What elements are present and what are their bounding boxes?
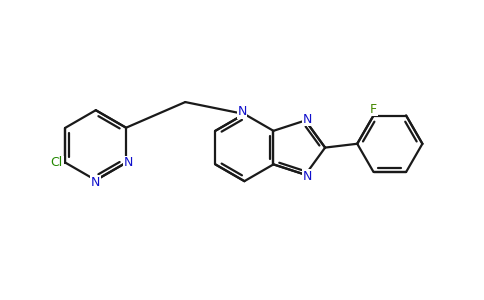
- Text: N: N: [123, 156, 133, 169]
- Text: N: N: [237, 105, 247, 118]
- Text: N: N: [91, 176, 101, 189]
- Text: N: N: [302, 112, 312, 125]
- Text: F: F: [370, 103, 377, 116]
- Text: N: N: [302, 170, 312, 183]
- Text: Cl: Cl: [51, 156, 63, 169]
